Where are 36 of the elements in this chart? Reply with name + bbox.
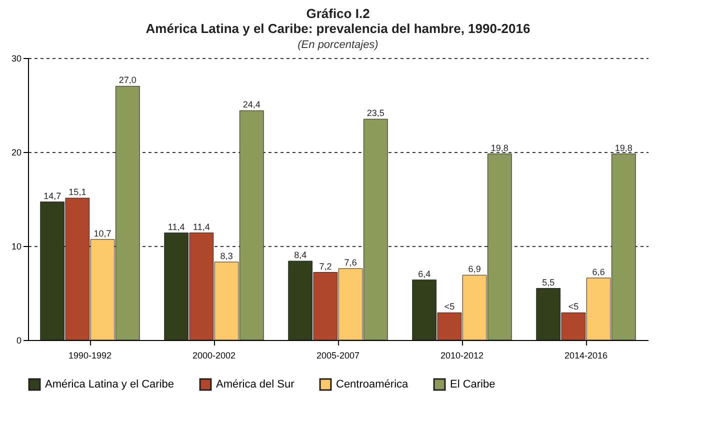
data-label: 7,2 [319,261,332,272]
data-label: 19,8 [614,142,632,153]
x-tick-label: 2014-2016 [564,350,608,360]
data-label: 8,4 [294,250,307,260]
x-tick-label: 2010-2012 [440,350,484,360]
data-label: 27,0 [118,75,136,86]
data-label: <5 [568,302,579,312]
text: (En porcentajes) [298,39,379,51]
data-label: 23,5 [366,108,384,118]
y-tick-label: 10 [11,242,22,252]
data-label: 19,8 [490,142,508,153]
data-label: 14,7 [44,190,62,201]
legend-label: América del Sur [216,378,295,391]
data-label: 6,9 [468,264,481,274]
data-label: 24,4 [242,100,260,110]
data-label: <5 [444,302,455,312]
data-label: 5,5 [542,277,555,288]
data-label: 15,1 [68,187,86,198]
data-label: 10,7 [94,228,112,238]
x-tick-label: 1990-1992 [68,350,112,360]
data-label: 8,3 [220,250,233,261]
legend-label: El Caribe [450,378,496,391]
data-label: 6,6 [592,266,605,277]
y-tick-label: 0 [16,336,22,346]
data-label: 6,4 [418,268,431,279]
data-label: 11,4 [168,222,185,232]
data-label: 7,6 [344,258,357,268]
legend-label: Centroamérica [336,378,410,391]
chart-subtitle: América Latina y el Caribe: prevalencia del hambre, 1990-2016 [146,21,530,36]
chart-title: Gráfico I.2 [306,6,370,21]
legend-label: América Latina y el Caribe [45,378,174,391]
y-tick-label: 20 [11,148,22,158]
x-tick-label: 2000-2002 [192,350,236,360]
y-tick-label: 30 [11,54,22,64]
x-tick-label: 2005-2007 [316,350,360,360]
data-label: 11,4 [193,222,210,232]
